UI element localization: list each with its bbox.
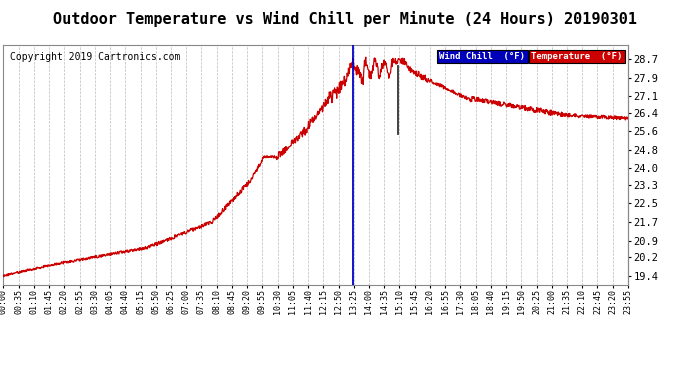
Text: Wind Chill  (°F): Wind Chill (°F) [440,52,525,61]
Text: Temperature  (°F): Temperature (°F) [531,52,622,61]
Text: Copyright 2019 Cartronics.com: Copyright 2019 Cartronics.com [10,52,180,62]
Text: Outdoor Temperature vs Wind Chill per Minute (24 Hours) 20190301: Outdoor Temperature vs Wind Chill per Mi… [53,11,637,27]
